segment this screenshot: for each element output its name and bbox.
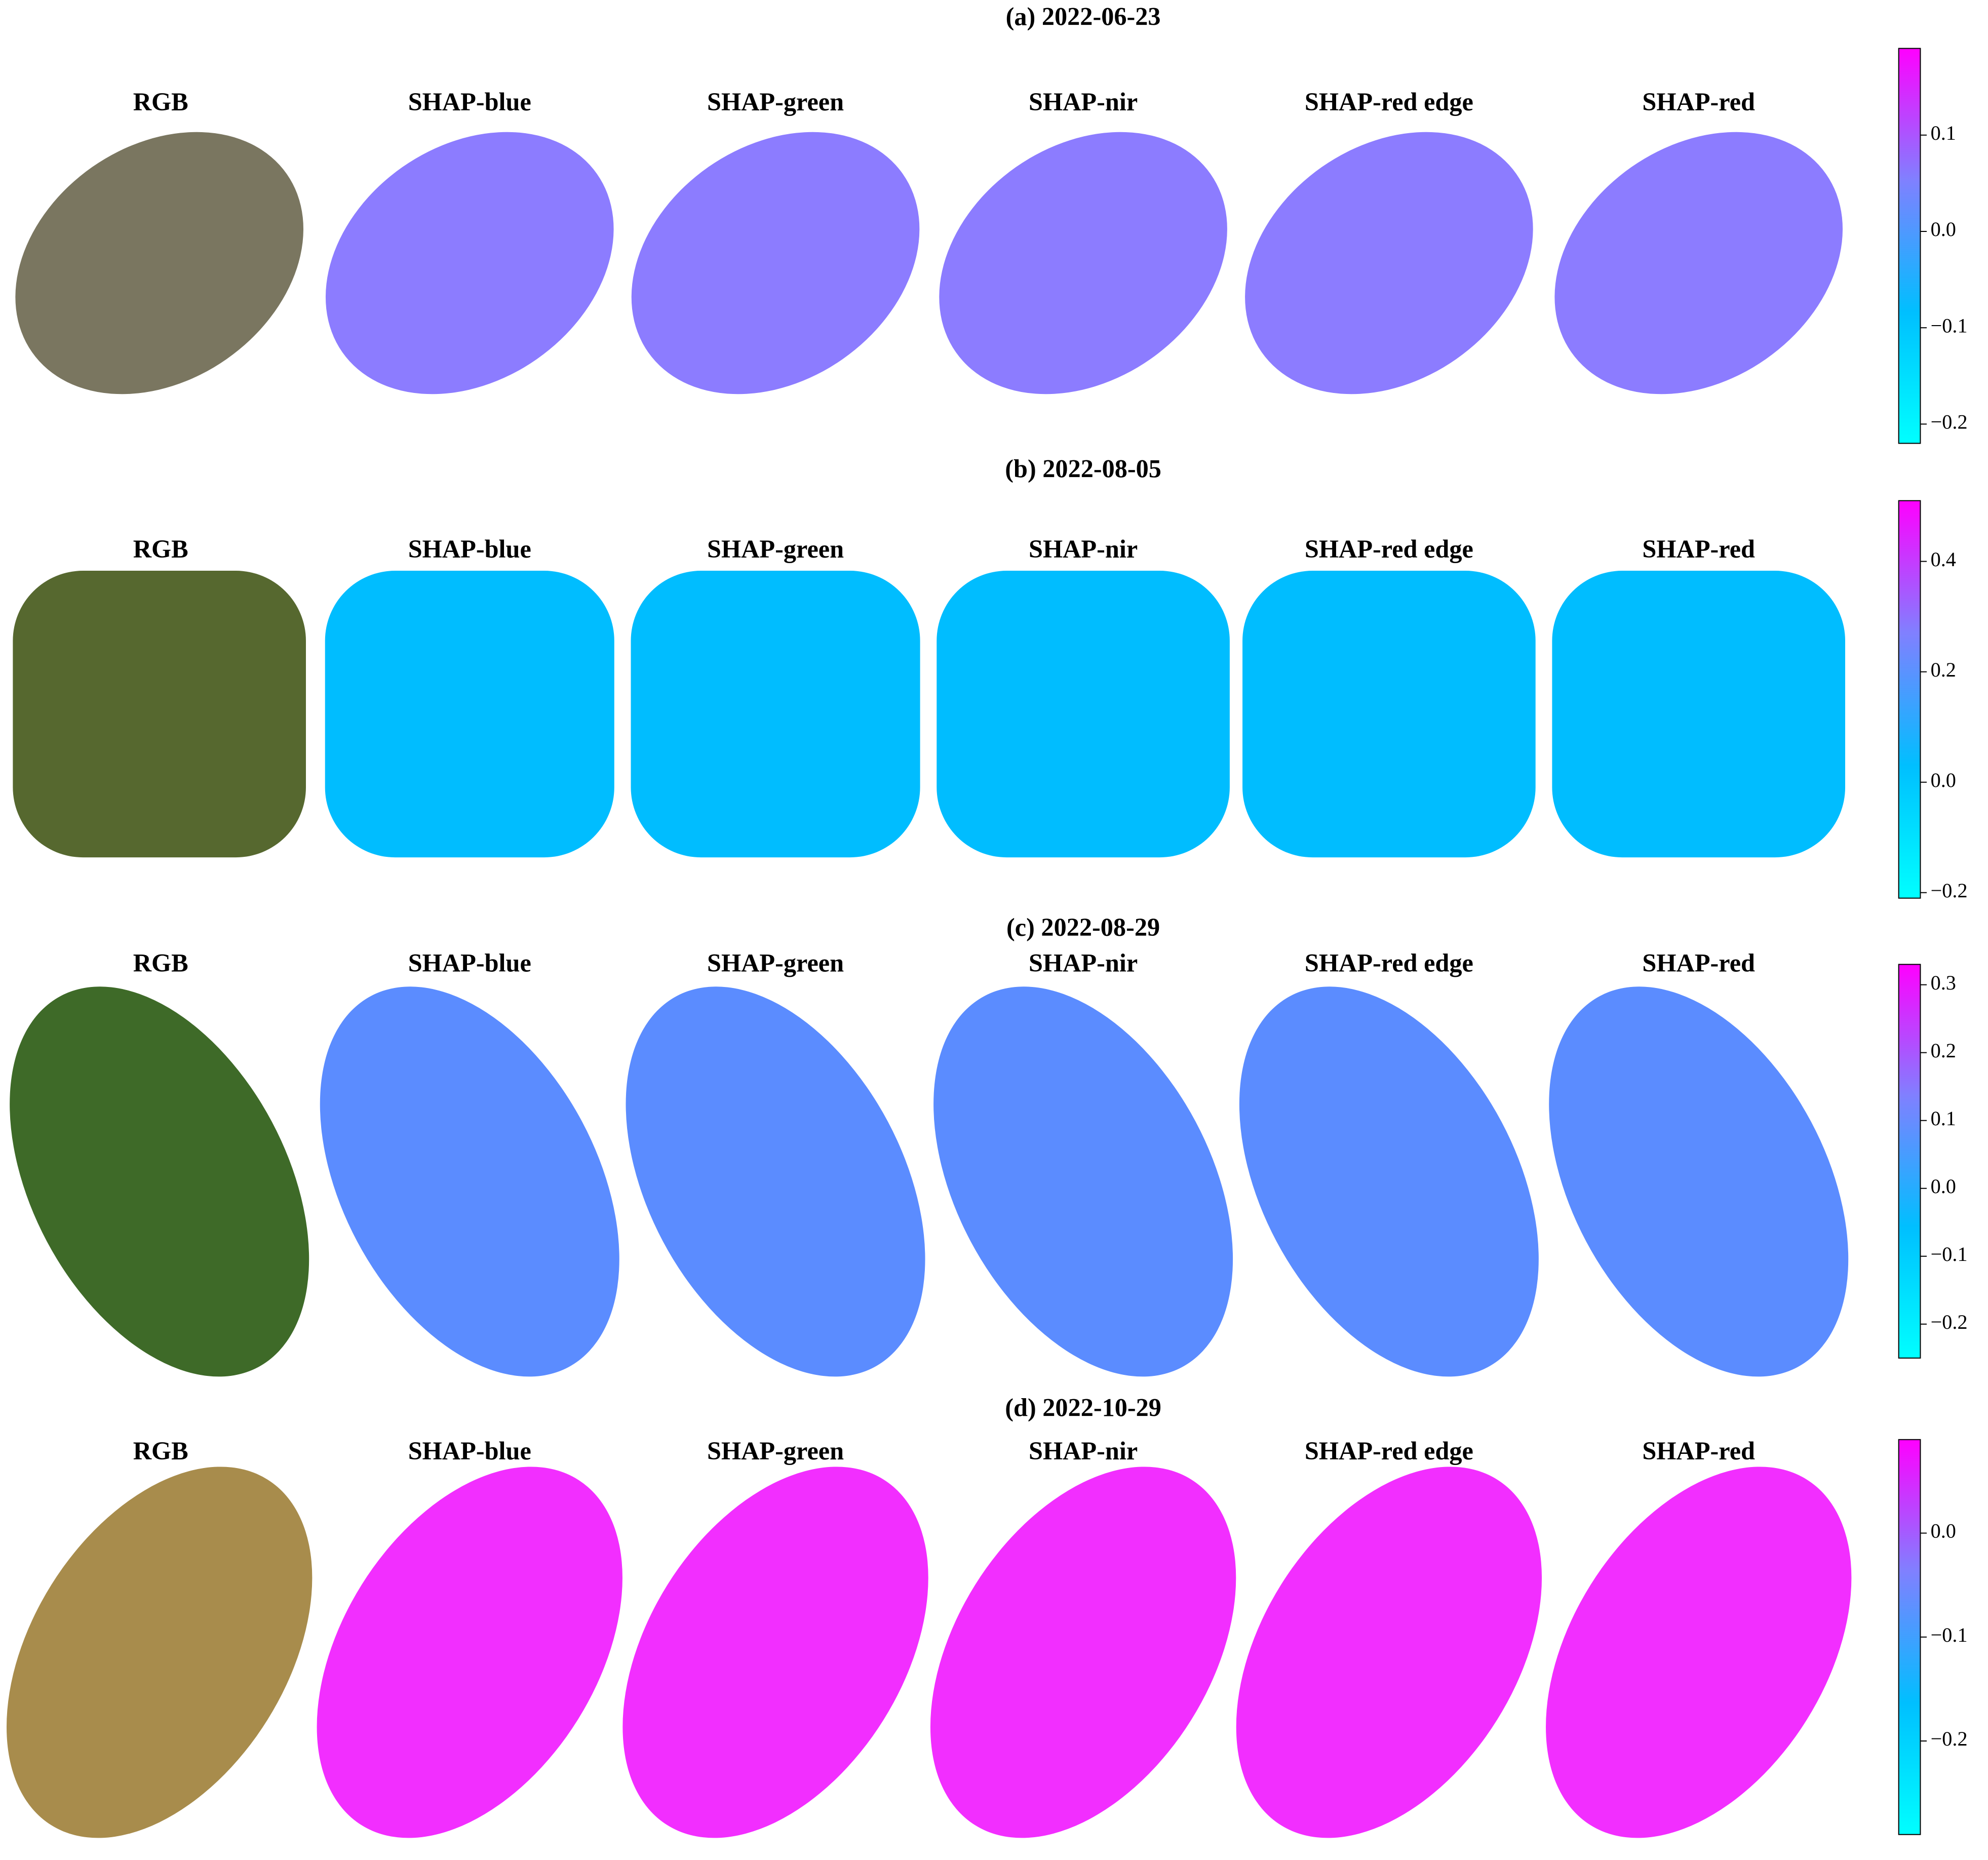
colorbar-tick-label: −0.1 <box>1931 314 1968 337</box>
colorbar <box>1898 500 1921 899</box>
image-panel <box>1552 571 1846 858</box>
image-panel <box>325 571 614 858</box>
colorbar-tick-label: 0.0 <box>1931 1520 1956 1542</box>
column-label: RGB <box>133 535 188 563</box>
column-label: SHAP-green <box>707 948 844 977</box>
image-panel <box>937 571 1230 858</box>
colorbar-tick-label: −0.1 <box>1931 1243 1968 1265</box>
column-label: RGB <box>133 948 188 977</box>
column-label: SHAP-red edge <box>1305 1437 1473 1465</box>
colorbar <box>1898 964 1921 1359</box>
column-label: SHAP-red <box>1642 88 1755 116</box>
image-panel <box>1554 132 1843 394</box>
panel-title: (c) 2022-08-29 <box>1006 913 1160 941</box>
image-panel <box>1239 986 1539 1377</box>
image-panel <box>933 986 1233 1377</box>
image-panel <box>13 571 306 858</box>
image-panel <box>1242 571 1536 858</box>
image-panel <box>622 1467 928 1838</box>
column-label: SHAP-nir <box>1029 535 1138 563</box>
colorbar-tick-label: −0.2 <box>1931 1311 1968 1333</box>
image-panel <box>317 1467 622 1838</box>
colorbar <box>1898 1439 1921 1835</box>
image-panel <box>15 132 303 394</box>
colorbar-tick-label: 0.1 <box>1931 122 1956 144</box>
column-label: SHAP-red <box>1642 535 1755 563</box>
column-label: SHAP-red <box>1642 1437 1755 1465</box>
column-label: SHAP-red edge <box>1305 948 1473 977</box>
image-panel <box>320 986 619 1377</box>
colorbar-tick-label: −0.2 <box>1931 411 1968 433</box>
colorbar-tick-label: 0.0 <box>1931 218 1956 241</box>
image-panel <box>631 132 920 394</box>
column-label: SHAP-nir <box>1029 1437 1138 1465</box>
column-label: SHAP-green <box>707 535 844 563</box>
colorbar-tick-label: 0.0 <box>1931 769 1956 792</box>
panel-title: (d) 2022-10-29 <box>1005 1393 1161 1421</box>
colorbar <box>1898 48 1921 444</box>
image-panel <box>930 1467 1236 1838</box>
column-label: SHAP-blue <box>408 1437 531 1465</box>
column-label: SHAP-red <box>1642 948 1755 977</box>
column-label: SHAP-red edge <box>1305 88 1473 116</box>
image-panel <box>1546 1467 1852 1838</box>
column-label: SHAP-blue <box>408 948 531 977</box>
colorbar-tick-label: 0.2 <box>1931 1039 1956 1062</box>
colorbar-tick-label: −0.1 <box>1931 1624 1968 1646</box>
image-panel <box>1236 1467 1542 1838</box>
colorbar-tick-label: 0.0 <box>1931 1175 1956 1198</box>
image-panel <box>325 132 614 394</box>
column-label: SHAP-green <box>707 88 844 116</box>
image-panel <box>631 571 920 858</box>
colorbar-tick-label: −0.2 <box>1931 1727 1968 1750</box>
image-panel <box>1245 132 1533 394</box>
image-panel <box>1549 986 1849 1377</box>
column-label: SHAP-nir <box>1029 88 1138 116</box>
image-panel <box>939 132 1227 394</box>
image-panel <box>10 986 309 1377</box>
colorbar-tick-label: −0.2 <box>1931 879 1968 902</box>
image-panel <box>626 986 925 1377</box>
panel-title: (a) 2022-06-23 <box>1006 2 1161 30</box>
column-label: RGB <box>133 1437 188 1465</box>
image-panel <box>6 1467 313 1838</box>
column-label: SHAP-nir <box>1029 948 1138 977</box>
column-label: SHAP-red edge <box>1305 535 1473 563</box>
colorbar-tick-label: 0.3 <box>1931 971 1956 994</box>
colorbar-tick-label: 0.4 <box>1931 548 1956 571</box>
colorbar-tick-label: 0.1 <box>1931 1107 1956 1130</box>
column-label: RGB <box>133 88 188 116</box>
panel-title: (b) 2022-08-05 <box>1005 454 1161 483</box>
column-label: SHAP-blue <box>408 535 531 563</box>
column-label: SHAP-blue <box>408 88 531 116</box>
column-label: SHAP-green <box>707 1437 844 1465</box>
colorbar-tick-label: 0.2 <box>1931 658 1956 681</box>
